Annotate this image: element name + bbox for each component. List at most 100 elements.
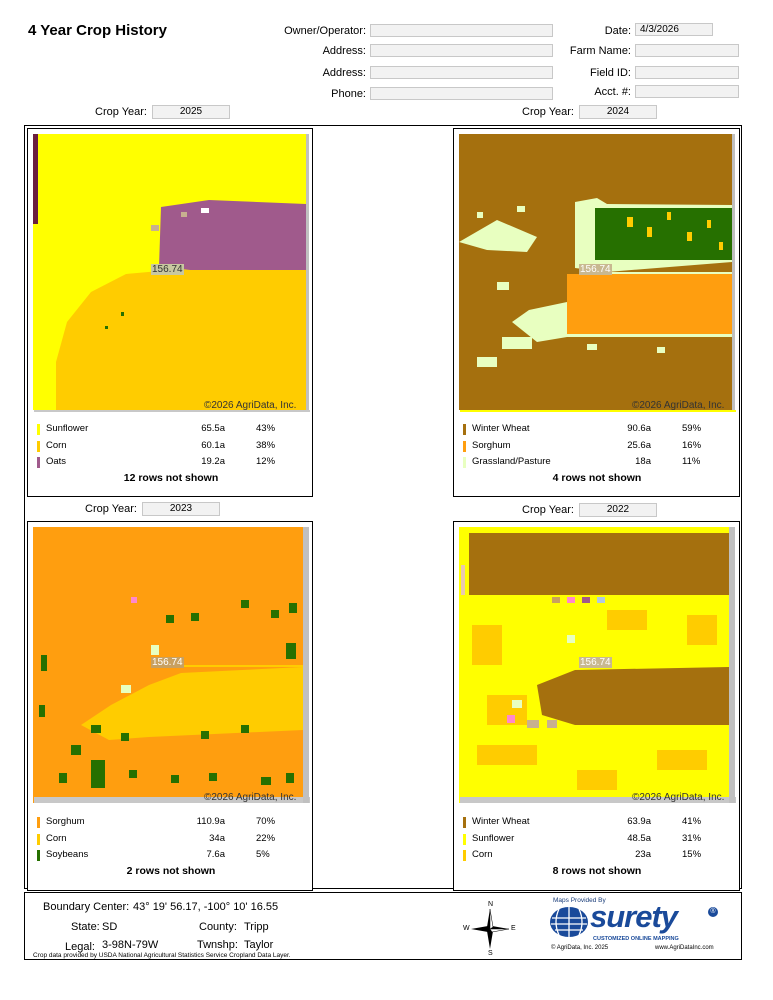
crop-panel-2023: 156.74 ©2026 AgriData, Inc. Sorghum 110.… [27, 521, 313, 891]
acct-label: Acct. #: [594, 86, 631, 98]
compass-w: W [463, 925, 470, 932]
legend-pct: 43% [256, 423, 276, 434]
twnshp-label: Twnshp: [197, 939, 238, 951]
legend-swatch [37, 834, 40, 845]
crop-panel-2025: 156.74 ©2026 AgriData, Inc. Sunflower 65… [27, 128, 313, 497]
legend-crop: Sunflower [46, 423, 89, 434]
source-note: Crop data provided by USDA National Agri… [33, 952, 291, 959]
legend-row: Winter Wheat 63.9a 41% [463, 816, 723, 828]
legend-acres: 23a [635, 849, 651, 860]
legend-crop: Oats [46, 456, 67, 467]
rows-not-shown: 4 rows not shown [552, 472, 642, 484]
legend-row: Sorghum 110.9a 70% [37, 816, 297, 828]
legend-crop: Winter Wheat [472, 423, 530, 434]
state-label: State: [71, 921, 100, 933]
crop-panel-2024: 156.74 ©2026 AgriData, Inc. Winter Wheat… [453, 128, 740, 497]
phone-field[interactable] [370, 87, 553, 100]
legend-swatch [463, 817, 466, 828]
field-acres-label: 156.74 [579, 264, 612, 275]
globe-icon [549, 906, 589, 938]
crop-year-value: 2023 [142, 502, 220, 516]
address2-field[interactable] [370, 66, 553, 79]
legend-row: Soybeans 7.6a 5% [37, 849, 297, 861]
legend-acres: 18a [635, 456, 651, 467]
legend-acres: 63.9a [627, 816, 651, 827]
legend-crop: Soybeans [46, 849, 89, 860]
acct-field[interactable] [635, 85, 739, 98]
county-label: County: [199, 921, 237, 933]
owner-label: Owner/Operator: [284, 25, 366, 37]
footer-info: Boundary Center: 43° 19' 56.17, -100° 10… [24, 892, 742, 960]
legend-acres: 90.6a [627, 423, 651, 434]
copyright: ©2026 AgriData, Inc. [632, 792, 725, 803]
legend-row: Corn 23a 15% [463, 849, 723, 861]
address1-field[interactable] [370, 44, 553, 57]
field-acres-label: 156.74 [151, 657, 184, 668]
compass-s: S [488, 950, 493, 957]
field-id-field[interactable] [635, 66, 739, 79]
legend-crop: Sorghum [46, 816, 85, 827]
date-field[interactable]: 4/3/2026 [635, 23, 713, 36]
page-title: 4 Year Crop History [28, 22, 167, 39]
legend-swatch [463, 457, 466, 468]
compass-e: E [511, 925, 516, 932]
address1-label: Address: [322, 45, 366, 57]
copyright: ©2026 AgriData, Inc. [204, 400, 297, 411]
rows-not-shown: 2 rows not shown [126, 865, 216, 877]
date-label: Date: [604, 25, 631, 37]
county-value: Tripp [244, 921, 269, 933]
legend-pct: 22% [256, 833, 276, 844]
legend-crop: Corn [46, 440, 67, 451]
crop-year-value: 2024 [579, 105, 657, 119]
legend-swatch [37, 817, 40, 828]
legend-acres: 60.1a [201, 440, 225, 451]
copyright: ©2026 AgriData, Inc. [632, 400, 725, 411]
legend-pct: 16% [682, 440, 702, 451]
field-acres-label: 156.74 [151, 264, 184, 275]
legend-acres: 25.6a [627, 440, 651, 451]
legend-acres: 110.9a [196, 816, 225, 827]
crop-year-label: Crop Year: [95, 106, 147, 118]
registered-icon: ® [708, 907, 718, 917]
boundary-value: 43° 19' 56.17, -100° 10' 16.55 [133, 901, 279, 913]
crop-panel-2022: 156.74 ©2026 AgriData, Inc. Winter Wheat… [453, 521, 740, 891]
legend-pct: 12% [256, 456, 276, 467]
owner-field[interactable] [370, 24, 553, 37]
maps-container [24, 125, 742, 889]
logo-tagline: CUSTOMIZED ONLINE MAPPING [593, 936, 679, 942]
logo-copyright: © AgriData, Inc. 2025 [551, 945, 609, 951]
legend-swatch [37, 850, 40, 861]
crop-year-value: 2022 [579, 503, 657, 517]
farm-name-field[interactable] [635, 44, 739, 57]
legend-crop: Sorghum [472, 440, 511, 451]
maps-provided-text: Maps Provided By [553, 897, 606, 904]
boundary-label: Boundary Center: [43, 901, 130, 913]
legend-swatch [37, 441, 40, 452]
twnshp-value: Taylor [244, 939, 274, 951]
crop-year-label: Crop Year: [85, 503, 137, 515]
surety-logo: surety [590, 899, 678, 934]
crop-year-label: Crop Year: [522, 504, 574, 516]
legend-row: Oats 19.2a 12% [37, 456, 297, 468]
field-id-label: Field ID: [590, 67, 631, 79]
legend-crop: Corn [472, 849, 493, 860]
logo-url: www.AgriDataInc.com [655, 945, 714, 951]
rows-not-shown: 12 rows not shown [123, 472, 219, 484]
legend-swatch [37, 424, 40, 435]
legend-swatch [463, 850, 466, 861]
legend-pct: 11% [682, 456, 701, 467]
legend-pct: 31% [682, 833, 702, 844]
legend-pct: 5% [256, 849, 270, 860]
legend-acres: 34a [209, 833, 225, 844]
rows-not-shown: 8 rows not shown [552, 865, 642, 877]
legend-row: Winter Wheat 90.6a 59% [463, 423, 723, 435]
legal-label: Legal: [65, 941, 95, 953]
phone-label: Phone: [331, 88, 366, 100]
legend-row: Sunflower 65.5a 43% [37, 423, 297, 435]
legend-crop: Grassland/Pasture [472, 456, 551, 467]
legend-pct: 59% [682, 423, 702, 434]
farm-name-label: Farm Name: [569, 45, 631, 57]
field-acres-label: 156.74 [579, 657, 612, 668]
copyright: ©2026 AgriData, Inc. [204, 792, 297, 803]
legend-swatch [463, 424, 466, 435]
